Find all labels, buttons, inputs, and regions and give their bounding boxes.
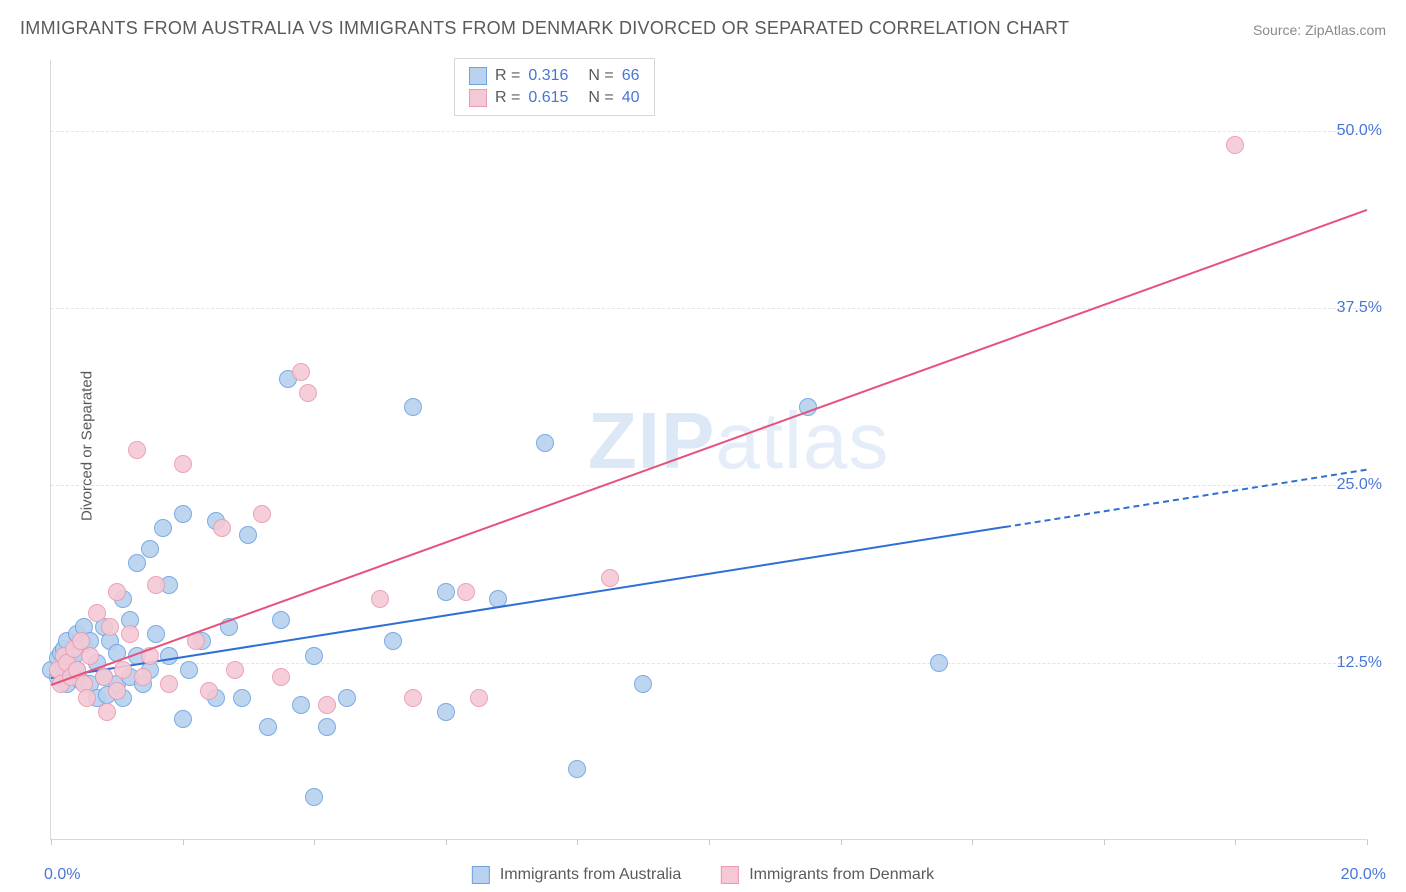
data-point <box>121 625 139 643</box>
data-point <box>457 583 475 601</box>
data-point <box>601 569 619 587</box>
legend-n-value: 66 <box>622 67 640 85</box>
data-point <box>233 689 251 707</box>
data-point <box>147 625 165 643</box>
y-tick-label: 12.5% <box>1337 654 1382 672</box>
x-tick <box>1104 839 1105 845</box>
data-point <box>272 668 290 686</box>
data-point <box>160 675 178 693</box>
data-point <box>292 696 310 714</box>
data-point <box>134 668 152 686</box>
data-point <box>128 441 146 459</box>
data-point <box>299 384 317 402</box>
stats-legend: R = 0.316 N = 66 R = 0.615 N = 40 <box>454 58 655 116</box>
data-point <box>536 434 554 452</box>
data-point <box>226 661 244 679</box>
regression-line <box>51 526 1005 679</box>
x-tick <box>972 839 973 845</box>
x-axis-min-label: 0.0% <box>44 866 80 884</box>
series-legend-item: Immigrants from Denmark <box>721 866 934 884</box>
data-point <box>213 519 231 537</box>
x-tick <box>1235 839 1236 845</box>
y-tick-label: 50.0% <box>1337 122 1382 140</box>
x-tick <box>51 839 52 845</box>
data-point <box>128 554 146 572</box>
data-point <box>634 675 652 693</box>
legend-r-value: 0.316 <box>528 67 568 85</box>
data-point <box>174 505 192 523</box>
legend-r-label: R = <box>495 67 520 85</box>
x-tick <box>314 839 315 845</box>
x-tick <box>1367 839 1368 845</box>
legend-r-label: R = <box>495 89 520 107</box>
source-attribution: Source: ZipAtlas.com <box>1253 22 1386 38</box>
data-point <box>253 505 271 523</box>
stats-legend-row: R = 0.316 N = 66 <box>469 65 640 87</box>
series-legend-label: Immigrants from Australia <box>500 866 681 884</box>
data-point <box>272 611 290 629</box>
data-point <box>1226 136 1244 154</box>
data-point <box>305 788 323 806</box>
legend-swatch <box>472 866 490 884</box>
stats-legend-row: R = 0.615 N = 40 <box>469 87 640 109</box>
x-tick <box>841 839 842 845</box>
legend-n-value: 40 <box>622 89 640 107</box>
legend-n-label: N = <box>588 67 613 85</box>
data-point <box>404 398 422 416</box>
legend-r-value: 0.615 <box>528 89 568 107</box>
data-point <box>437 583 455 601</box>
x-axis-max-label: 20.0% <box>1341 866 1386 884</box>
data-point <box>568 760 586 778</box>
data-point <box>318 696 336 714</box>
x-tick <box>577 839 578 845</box>
legend-swatch <box>469 67 487 85</box>
y-tick-label: 25.0% <box>1337 476 1382 494</box>
data-point <box>371 590 389 608</box>
x-tick <box>709 839 710 845</box>
data-point <box>147 576 165 594</box>
data-point <box>174 710 192 728</box>
data-point <box>81 647 99 665</box>
series-legend-item: Immigrants from Australia <box>472 866 681 884</box>
gridline <box>51 308 1366 309</box>
x-tick <box>446 839 447 845</box>
chart-title: IMMIGRANTS FROM AUSTRALIA VS IMMIGRANTS … <box>20 18 1069 39</box>
data-point <box>305 647 323 665</box>
data-point <box>437 703 455 721</box>
regression-line <box>51 209 1368 686</box>
series-legend-label: Immigrants from Denmark <box>749 866 934 884</box>
data-point <box>160 647 178 665</box>
data-point <box>108 583 126 601</box>
plot-area: ZIPatlas <box>50 60 1366 840</box>
data-point <box>174 455 192 473</box>
data-point <box>292 363 310 381</box>
data-point <box>154 519 172 537</box>
data-point <box>95 668 113 686</box>
data-point <box>101 618 119 636</box>
x-tick <box>183 839 184 845</box>
data-point <box>930 654 948 672</box>
gridline <box>51 663 1366 664</box>
data-point <box>404 689 422 707</box>
data-point <box>470 689 488 707</box>
data-point <box>141 540 159 558</box>
data-point <box>98 703 116 721</box>
data-point <box>384 632 402 650</box>
legend-n-label: N = <box>588 89 613 107</box>
data-point <box>318 718 336 736</box>
data-point <box>180 661 198 679</box>
gridline <box>51 485 1366 486</box>
data-point <box>239 526 257 544</box>
legend-swatch <box>721 866 739 884</box>
series-legend: Immigrants from Australia Immigrants from… <box>472 866 934 884</box>
data-point <box>108 682 126 700</box>
data-point <box>200 682 218 700</box>
data-point <box>259 718 277 736</box>
data-point <box>338 689 356 707</box>
regression-line <box>1005 468 1367 527</box>
legend-swatch <box>469 89 487 107</box>
gridline <box>51 131 1366 132</box>
y-tick-label: 37.5% <box>1337 299 1382 317</box>
